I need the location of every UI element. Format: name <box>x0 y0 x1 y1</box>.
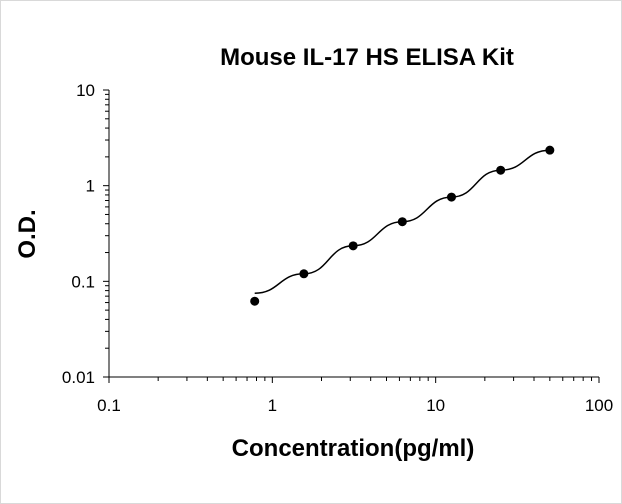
x-tick-label: 100 <box>585 396 613 415</box>
y-tick-label: 1 <box>86 177 95 196</box>
x-tick-label: 0.1 <box>97 396 121 415</box>
y-tick-label: 10 <box>76 81 95 100</box>
x-tick-label: 10 <box>426 396 445 415</box>
y-axis-title: O.D. <box>14 209 41 258</box>
data-point <box>397 217 407 227</box>
data-point <box>250 296 260 306</box>
data-point <box>446 192 456 202</box>
x-tick-label: 1 <box>268 396 277 415</box>
y-tick-label: 0.01 <box>62 368 95 387</box>
data-point <box>545 145 555 155</box>
y-tick-label: 0.1 <box>71 272 95 291</box>
x-axis-title: Concentration(pg/ml) <box>232 435 475 462</box>
data-point <box>348 241 358 251</box>
data-point <box>299 269 309 279</box>
chart-title: Mouse IL-17 HS ELISA Kit <box>220 44 514 71</box>
data-point <box>496 165 506 175</box>
plot-area <box>250 145 555 306</box>
